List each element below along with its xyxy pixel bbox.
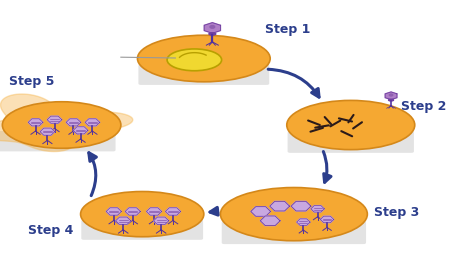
Polygon shape [116, 217, 131, 225]
Polygon shape [154, 217, 169, 225]
Ellipse shape [167, 49, 221, 71]
Polygon shape [66, 119, 81, 126]
FancyBboxPatch shape [222, 221, 366, 244]
Polygon shape [270, 201, 290, 211]
Text: Step 1: Step 1 [265, 23, 311, 36]
Polygon shape [47, 116, 62, 123]
Ellipse shape [220, 188, 367, 241]
Polygon shape [204, 23, 220, 33]
FancyBboxPatch shape [82, 220, 203, 240]
Ellipse shape [210, 26, 215, 28]
FancyBboxPatch shape [138, 65, 269, 85]
Ellipse shape [389, 94, 393, 96]
Ellipse shape [209, 33, 216, 35]
Polygon shape [297, 219, 310, 225]
Polygon shape [291, 201, 311, 211]
Ellipse shape [81, 192, 204, 237]
Polygon shape [320, 216, 334, 223]
Polygon shape [260, 216, 280, 226]
FancyBboxPatch shape [0, 131, 116, 151]
Polygon shape [125, 208, 140, 215]
Polygon shape [85, 119, 100, 126]
Polygon shape [73, 127, 88, 134]
Polygon shape [28, 119, 43, 126]
FancyBboxPatch shape [288, 131, 414, 153]
Text: Step 2: Step 2 [401, 100, 446, 113]
Polygon shape [146, 208, 162, 215]
Ellipse shape [287, 100, 415, 149]
Polygon shape [0, 94, 133, 152]
Ellipse shape [389, 99, 393, 101]
Text: Step 4: Step 4 [28, 224, 74, 236]
Ellipse shape [137, 35, 270, 82]
Polygon shape [385, 92, 397, 99]
Polygon shape [311, 206, 324, 212]
Text: Step 3: Step 3 [374, 206, 419, 219]
Polygon shape [251, 207, 271, 216]
Ellipse shape [2, 102, 121, 148]
Polygon shape [40, 128, 55, 135]
Text: Step 5: Step 5 [9, 75, 55, 88]
Polygon shape [165, 208, 181, 215]
Polygon shape [106, 208, 121, 215]
